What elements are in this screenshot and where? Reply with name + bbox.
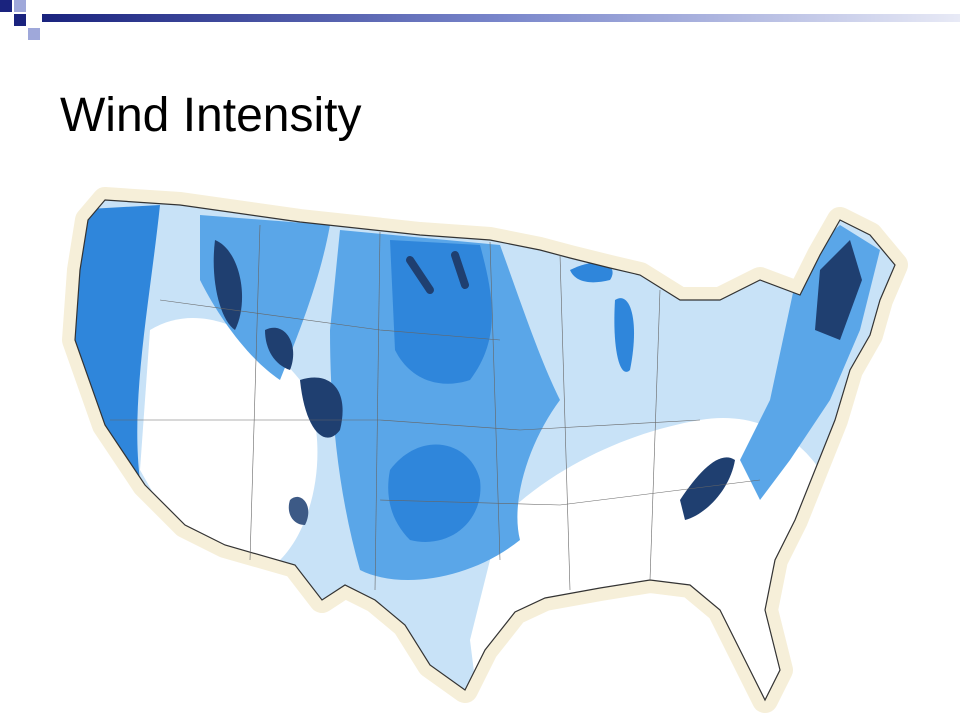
zone-high (75, 205, 160, 480)
slide-title: Wind Intensity (60, 89, 362, 142)
map-outline (74, 199, 896, 702)
wind-map (62, 187, 908, 713)
zone-very-high (265, 327, 294, 370)
zone-very-high (680, 457, 735, 520)
deco-square (28, 28, 40, 40)
zone-very-high (406, 256, 434, 294)
deco-square (0, 0, 12, 12)
great-lake (614, 298, 635, 372)
zone-high (390, 240, 492, 384)
zone-very-high (451, 251, 469, 289)
zone-high (388, 444, 481, 542)
zone-very-high (213, 240, 243, 330)
zone-low (140, 318, 318, 560)
zone-medium (330, 230, 560, 580)
zone-very-high (815, 240, 862, 340)
deco-bar (42, 14, 960, 22)
deco-square (14, 0, 26, 12)
deco-square (14, 14, 26, 26)
great-lake (570, 262, 613, 283)
zone-very-high (288, 496, 309, 525)
zone-medium (200, 215, 330, 380)
state-borders (110, 224, 761, 591)
zone-very-high (300, 377, 343, 438)
